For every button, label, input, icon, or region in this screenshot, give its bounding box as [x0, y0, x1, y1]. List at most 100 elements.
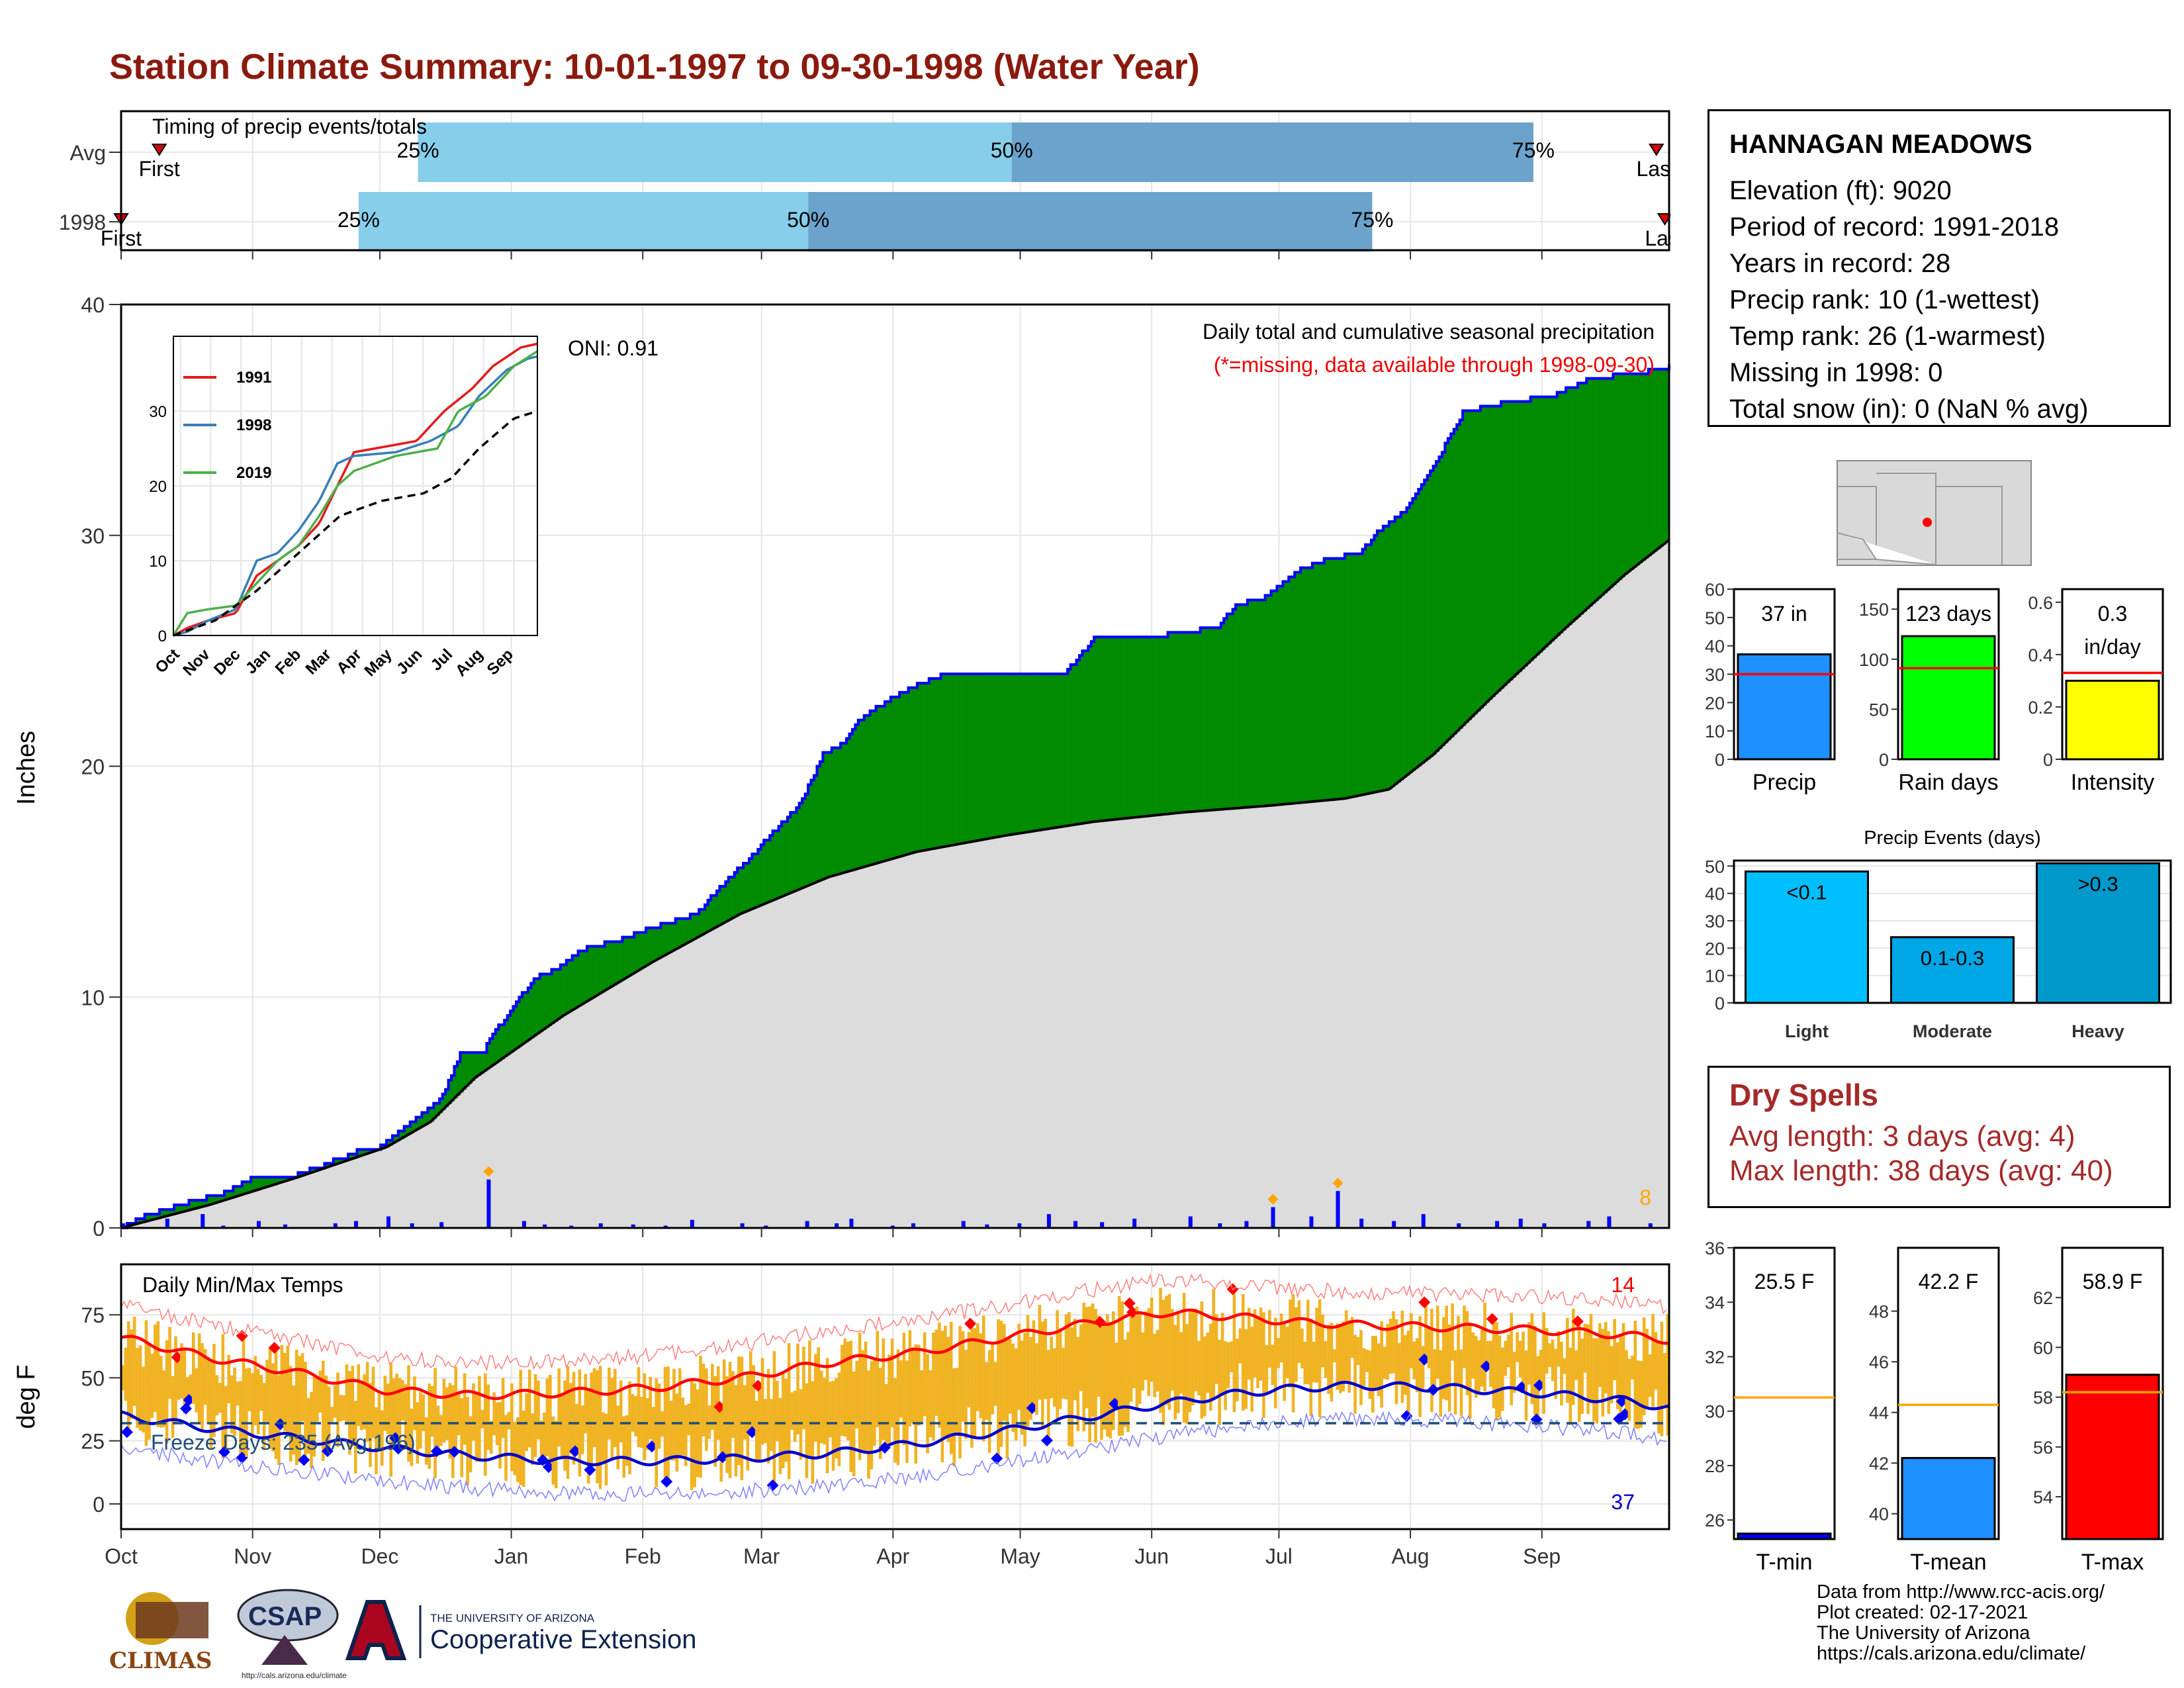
precip-surplus-area [952, 674, 956, 845]
temp-daily-bar [655, 1378, 658, 1487]
temp-x-tick-label: Feb [625, 1544, 661, 1568]
temp-daily-bar [896, 1349, 900, 1466]
temp-daily-bar [312, 1376, 316, 1457]
temp-daily-bar [533, 1374, 537, 1458]
precip-surplus-area [1138, 637, 1142, 818]
temp-daily-bar [687, 1403, 691, 1436]
precip-surplus-area [1554, 397, 1558, 639]
temp-daily-bar [837, 1372, 841, 1466]
temp-daily-bar [1123, 1339, 1127, 1427]
precip-events-title: Precip Events (days) [1864, 827, 2041, 849]
temp-daily-bar [519, 1370, 523, 1485]
temp-daily-bar [1182, 1293, 1186, 1423]
precip-y-tick-label: 20 [81, 755, 105, 779]
precip-surplus-area [430, 1107, 434, 1122]
precip-surplus-area [1447, 438, 1451, 741]
precip-surplus-area [592, 946, 596, 998]
precip-surplus-area [1512, 401, 1516, 678]
temp-daily-bar [1115, 1342, 1118, 1404]
temp-daily-bar [1574, 1350, 1578, 1380]
temp-daily-bar [981, 1315, 985, 1442]
precip-daily-bar [569, 1225, 574, 1228]
temp-daily-bar [316, 1378, 319, 1422]
temp-daily-bar [422, 1394, 426, 1432]
precip-surplus-area [1165, 637, 1169, 815]
temp-daily-bar [321, 1360, 325, 1461]
precip-y-tick-label: 0 [93, 1217, 105, 1241]
precip-surplus-area [1377, 530, 1381, 792]
temp-daily-bar [572, 1372, 576, 1465]
temp-daily-bar [478, 1376, 481, 1462]
precip-surplus-area [590, 946, 594, 1000]
map-state-border [1936, 486, 2003, 565]
temp-daily-bar [215, 1375, 219, 1416]
precip-surplus-area [1094, 637, 1098, 822]
temp-daily-bar [1212, 1289, 1216, 1399]
precip-surplus-area [1300, 567, 1304, 803]
temp-daily-bar [817, 1347, 821, 1458]
temp-daily-bar [823, 1378, 826, 1445]
temp-daily-bar [218, 1382, 222, 1413]
precip-surplus-area [646, 927, 650, 966]
precip-daily-bar [439, 1222, 444, 1228]
temp-avg-max-line [120, 1308, 1670, 1401]
precip-surplus-area [224, 1191, 228, 1201]
precip-surplus-area [737, 867, 741, 916]
temp-daily-bar [1604, 1322, 1608, 1394]
precip-surplus-area [268, 1177, 272, 1187]
precip-surplus-area [274, 1177, 278, 1185]
precip-daily-bar [201, 1214, 205, 1228]
precip-surplus-area [1486, 406, 1490, 703]
precip-surplus-area [460, 1052, 464, 1093]
precip-events-category-label: Heavy [2071, 1021, 2124, 1041]
temp-daily-bar [637, 1367, 641, 1448]
precip-surplus-area [197, 1200, 201, 1208]
temp-daily-bar [1197, 1340, 1201, 1396]
precip-surplus-area [1571, 387, 1576, 623]
temp-daily-bar [634, 1395, 637, 1436]
temp-daily-bar [1404, 1335, 1407, 1395]
precip-surplus-area [1595, 378, 1599, 602]
temp-daily-bar [1029, 1336, 1032, 1420]
precip-y-tick-label: 10 [81, 986, 105, 1009]
precip-surplus-area [543, 974, 547, 1031]
temp-daily-bar [428, 1383, 431, 1469]
precip-surplus-area [973, 674, 977, 842]
temp-daily-bar [1300, 1328, 1304, 1369]
temp-daily-bar [1342, 1321, 1345, 1392]
precip-surplus-area [637, 932, 641, 972]
temp-daily-bar [749, 1351, 752, 1436]
temp-daily-bar [327, 1386, 331, 1452]
precip-surplus-area [678, 918, 682, 948]
precip-surplus-area [1501, 401, 1505, 689]
footer-logos: CLIMAS CSAP http://cals.arizona.edu/clim… [109, 1589, 696, 1680]
summary-y-tick-label: 62 [2033, 1288, 2053, 1308]
precip-events-bar [1890, 936, 2015, 1004]
timing-label-75: 75% [1351, 208, 1393, 232]
temp-daily-bar [754, 1401, 758, 1462]
temp-record-low-marker [584, 1464, 596, 1476]
precip-surplus-area [1404, 512, 1408, 778]
temp-daily-bar [876, 1331, 880, 1428]
temp-daily-bar [1660, 1321, 1664, 1436]
temp-daily-bar [973, 1328, 977, 1438]
temp-daily-bar [1208, 1323, 1212, 1411]
precip-surplus-area [1336, 558, 1340, 800]
precip-daily-bar [522, 1221, 526, 1228]
temp-daily-bar [537, 1380, 540, 1440]
dry-spells-title: Dry Spells [1729, 1078, 1878, 1112]
precip-surplus-area [825, 752, 829, 878]
summary-category-label: Rain days [1898, 770, 1998, 795]
temp-daily-bar [197, 1333, 201, 1423]
temp-daily-bar [212, 1344, 216, 1437]
temp-daily-bar [1560, 1341, 1563, 1406]
precip-surplus-area [1176, 632, 1181, 814]
precip-surplus-area [463, 1052, 467, 1090]
precip-surplus-area [940, 674, 944, 848]
precip-snow-marker [483, 1166, 494, 1177]
precip-surplus-area [256, 1177, 260, 1190]
precip-surplus-area [1542, 397, 1546, 650]
station-elevation: Elevation (ft): 9020 [1729, 176, 1952, 205]
temp-daily-bar [353, 1401, 357, 1474]
precip-events-y-tick-label: 50 [1705, 857, 1725, 876]
